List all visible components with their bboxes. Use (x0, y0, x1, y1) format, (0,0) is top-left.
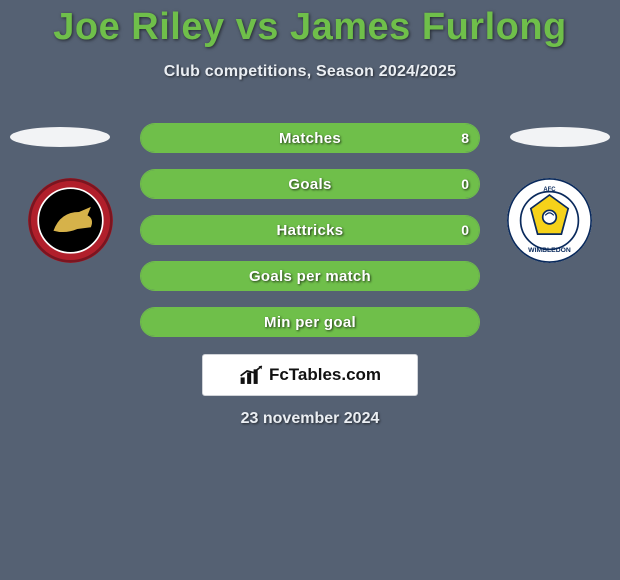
stat-label: Matches (141, 124, 479, 152)
stat-label: Min per goal (141, 308, 479, 336)
club-crest-left (28, 178, 113, 263)
stat-value-right: 0 (451, 216, 479, 244)
stat-bar: Min per goal (140, 307, 480, 337)
stat-value-right: 8 (451, 124, 479, 152)
brand-badge: FcTables.com (202, 354, 418, 396)
brand-text: FcTables.com (269, 365, 381, 385)
subtitle: Club competitions, Season 2024/2025 (0, 63, 620, 81)
stats-bars: Matches8Goals0Hattricks0Goals per matchM… (140, 123, 480, 353)
stat-label: Hattricks (141, 216, 479, 244)
date-text: 23 november 2024 (0, 410, 620, 428)
page-title: Joe Riley vs James Furlong (0, 0, 620, 49)
stat-bar: Goals0 (140, 169, 480, 199)
svg-text:AFC: AFC (543, 187, 556, 193)
stat-bar: Goals per match (140, 261, 480, 291)
player-right-photo (510, 127, 610, 147)
stat-value-right: 0 (451, 170, 479, 198)
chart-icon (239, 364, 265, 386)
player-left-photo (10, 127, 110, 147)
stat-label: Goals (141, 170, 479, 198)
stat-bar: Matches8 (140, 123, 480, 153)
svg-text:WIMBLEDON: WIMBLEDON (528, 247, 571, 254)
stat-bar: Hattricks0 (140, 215, 480, 245)
club-crest-right: WIMBLEDON AFC (507, 178, 592, 263)
stat-label: Goals per match (141, 262, 479, 290)
